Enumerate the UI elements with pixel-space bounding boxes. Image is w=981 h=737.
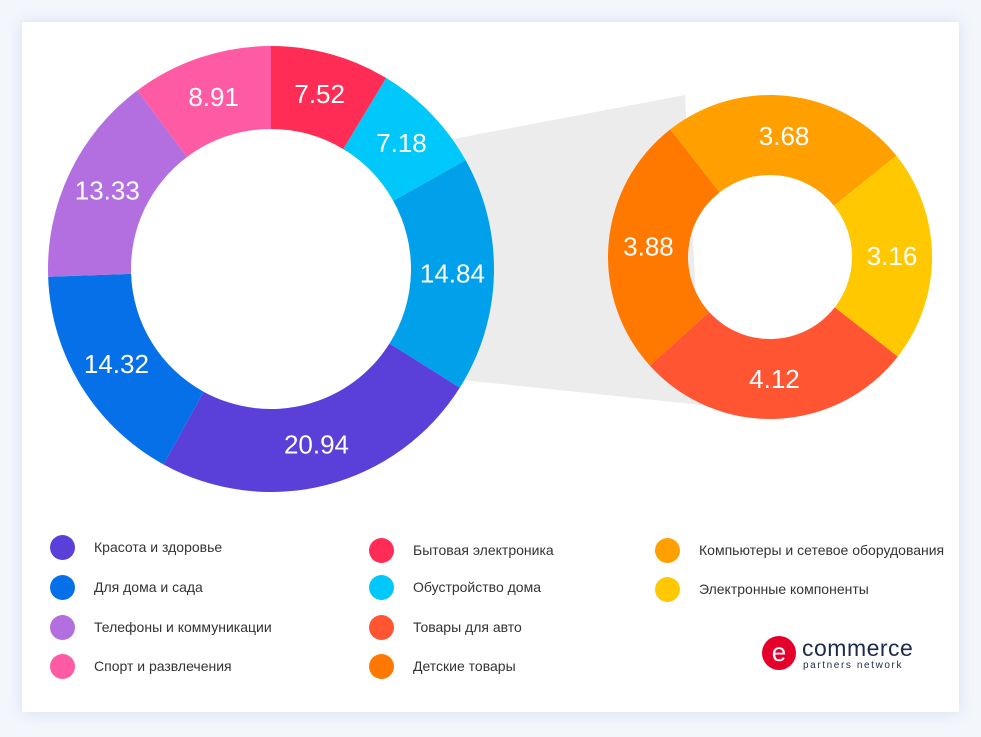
donut-slice xyxy=(389,160,495,388)
donut-slice xyxy=(163,343,460,492)
donut-slice xyxy=(271,46,387,150)
ecommerce-logo: e commerce partners network xyxy=(762,636,937,676)
legend-swatch xyxy=(369,614,394,640)
legend-label: Телефоны и коммуникации xyxy=(94,619,272,635)
legend-item-kids: Детские товары xyxy=(369,652,516,680)
slice-value-label: 8.91 xyxy=(188,82,239,112)
legend-label: Бытовая электроника xyxy=(413,542,554,558)
legend-label: Электронные компоненты xyxy=(699,581,869,597)
logo-wordmark: commerce xyxy=(802,635,914,661)
legend-item-sport: Спорт и развлечения xyxy=(50,652,232,680)
legend-swatch xyxy=(369,537,394,563)
legend-label: Компьютеры и сетевое оборудования xyxy=(699,542,945,558)
logo-mark: e xyxy=(762,636,796,670)
donut-slice xyxy=(137,46,271,157)
donut-slice xyxy=(649,307,898,420)
main-donut: 7.52 7.18 14.84 20.94 14.32 13.33 8.91 xyxy=(47,46,495,492)
legend-label: Спорт и развлечения xyxy=(94,658,232,674)
legend-swatch xyxy=(655,576,680,602)
legend-item-beauty-health: Красота и здоровье xyxy=(50,533,222,561)
legend-swatch xyxy=(50,614,75,640)
legend-swatch xyxy=(50,534,75,560)
legend-item-computers: Компьютеры и сетевое оборудования xyxy=(655,536,944,564)
legend-item-electronics: Бытовая электроника xyxy=(369,536,554,564)
legend-label: Детские товары xyxy=(413,658,516,674)
legend-item-auto: Товары для авто xyxy=(369,613,522,641)
legend-item-components: Электронные компоненты xyxy=(655,575,869,603)
legend-item-phones: Телефоны и коммуникации xyxy=(50,613,272,641)
slice-value-label: 4.12 xyxy=(749,364,800,394)
slice-value-label: 7.52 xyxy=(294,79,345,109)
legend-item-home-furnishing: Обустройство дома xyxy=(369,573,541,601)
donut-slice xyxy=(343,78,466,201)
donut-slice xyxy=(670,95,897,206)
donut-slice xyxy=(48,273,204,465)
slice-value-label: 14.32 xyxy=(84,349,149,379)
legend-swatch xyxy=(369,653,394,679)
legend-swatch xyxy=(369,574,394,600)
slice-value-label: 3.16 xyxy=(867,241,918,271)
slice-value-label: 20.94 xyxy=(284,430,349,460)
slice-value-label: 13.33 xyxy=(75,176,140,206)
legend-label: Красота и здоровье xyxy=(94,539,223,555)
slice-value-label: 3.68 xyxy=(759,121,810,151)
slice-value-label: 7.18 xyxy=(376,128,427,158)
donut-slice xyxy=(47,90,188,277)
slice-value-label: 14.84 xyxy=(420,259,485,289)
legend-swatch xyxy=(50,653,75,679)
logo-tagline: partners network xyxy=(803,660,904,671)
donut-slice xyxy=(608,129,720,366)
legend-swatch xyxy=(655,537,680,563)
logo-letter: e xyxy=(772,637,786,667)
legend-swatch xyxy=(50,574,75,600)
legend-item-home-garden: Для дома и сада xyxy=(50,573,203,601)
slice-value-label: 3.88 xyxy=(623,231,674,261)
legend-label: Для дома и сада xyxy=(94,579,203,595)
detail-donut: 3.68 3.16 4.12 3.88 xyxy=(608,95,933,420)
legend-label: Товары для авто xyxy=(413,619,522,635)
donut-slice xyxy=(833,155,933,357)
legend-label: Обустройство дома xyxy=(413,579,541,595)
